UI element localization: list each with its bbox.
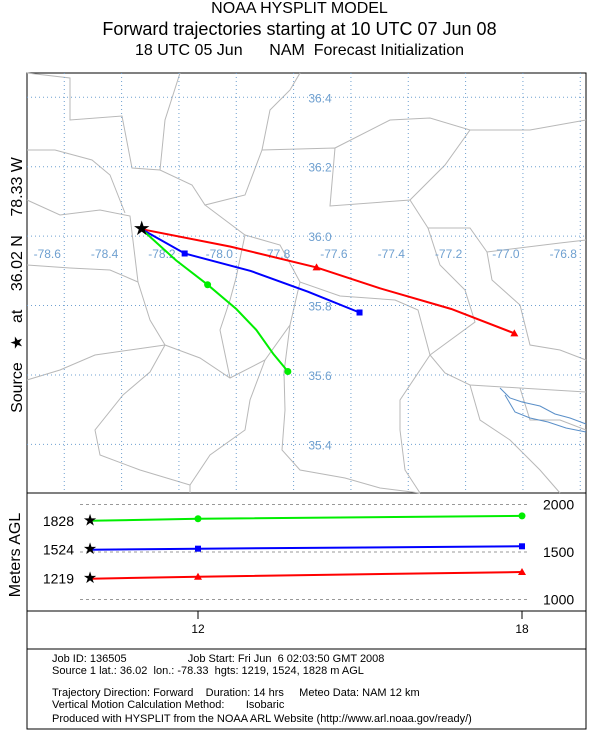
time-axis-frame (26, 610, 587, 650)
blue-square-marker (181, 250, 188, 257)
info-source-line: Source 1 lat.: 36.02 lon.: -78.33 hgts: … (52, 665, 364, 677)
map-frame (26, 72, 587, 494)
longitude-tick-label: -77.2 (435, 247, 463, 261)
start-height-labels: 1828 1524 1219 (43, 513, 74, 587)
source-location-label: Source ★ at 36.02 N 78.33 W (9, 156, 26, 413)
latitude-tick-label: 36.4 (308, 91, 332, 105)
green-height-line (89, 514, 523, 522)
longitude-tick-label: -78.2 (148, 247, 176, 261)
latitude-tick-label: 36.0 (308, 230, 332, 244)
trajectory-lines (141, 228, 515, 373)
meters-agl-label: Meters AGL (7, 513, 24, 598)
red-triangle-marker (518, 567, 526, 575)
height-tick-labels: 2000 1500 1000 (543, 497, 574, 608)
meters-agl-text: Meters AGL (7, 513, 24, 598)
longitude-tick-label: -76.8 (550, 247, 578, 261)
height-gridlines (80, 504, 530, 600)
chart-subtitle: 18 UTC 05 Jun NAM Forecast Initializatio… (134, 42, 464, 59)
start-star-icon: ★ (83, 512, 97, 529)
longitude-labels: -78.6 -78.4 -78.2 -78.0 -77.8 -77.6 -77.4 -77.2… (34, 247, 578, 261)
green-trajectory-line (141, 228, 289, 373)
height-profile-markers (194, 512, 526, 580)
longitude-tick-label: -78.0 (206, 247, 234, 261)
latitude-tick-label: 35.6 (308, 369, 332, 383)
start-star-icons: ★ ★ ★ (83, 512, 97, 587)
blue-square-marker (519, 543, 525, 550)
green-circle-marker (194, 515, 202, 523)
source-star-icon: ★ (9, 335, 26, 349)
blue-height-line (89, 545, 523, 551)
coastline (499, 387, 587, 433)
red-height-line (89, 571, 523, 580)
green-circle-marker (518, 512, 526, 520)
svg-text:Source ★ at: Source ★ at 36.02 N 78.33 W (9, 156, 26, 413)
info-produced-line: Produced with HYSPLIT from the NOAA ARL … (52, 713, 472, 725)
model-title: NOAA HYSPLIT MODEL (211, 0, 388, 17)
source-star-icon: ★ (133, 218, 151, 240)
time-tick-label: 18 (515, 622, 529, 636)
chart-title: Forward trajectories starting at 10 UTC … (102, 19, 497, 39)
start-height-label: 1219 (43, 571, 74, 587)
info-frame (26, 648, 587, 730)
time-axis: 12 18 (191, 611, 529, 636)
county-boundaries (26, 72, 587, 494)
longitude-tick-label: -77.4 (378, 247, 406, 261)
height-profile-lines (89, 514, 523, 580)
info-direction-line: Trajectory Direction: Forward Duration: … (52, 687, 420, 699)
latitude-labels: 36.4 36.2 36.0 35.8 35.6 35.4 (308, 91, 332, 452)
source-label: Source (9, 362, 26, 413)
longitude-tick-label: -77.0 (492, 247, 520, 261)
blue-square-marker (195, 545, 201, 552)
start-height-label: 1828 (43, 513, 74, 529)
height-tick-label: 2000 (543, 497, 574, 513)
blue-trajectory-line (141, 228, 360, 314)
source-lat-label: 36.02 N (9, 235, 26, 291)
height-tick-label: 1500 (543, 544, 574, 560)
red-triangle-marker (510, 329, 519, 337)
red-triangle-marker (312, 263, 321, 271)
green-circle-marker (204, 281, 212, 289)
start-height-label: 1524 (43, 542, 74, 558)
latitude-tick-label: 36.2 (308, 161, 332, 175)
start-star-icon: ★ (83, 541, 97, 558)
longitude-tick-label: -77.6 (320, 247, 348, 261)
lat-lon-grid (27, 73, 586, 493)
height-tick-label: 1000 (543, 592, 574, 608)
at-label: at (9, 309, 26, 323)
info-job-line: Job ID: 136505 Job Start: Fri Jun 6 02:0… (52, 653, 385, 665)
start-star-icon: ★ (83, 570, 97, 587)
longitude-tick-label: -78.6 (34, 247, 62, 261)
red-trajectory-line (141, 228, 515, 335)
info-vertical-motion-line: Vertical Motion Calculation Method: Isob… (52, 699, 285, 711)
green-circle-marker (284, 368, 292, 376)
source-lon-label: 78.33 W (9, 156, 26, 216)
longitude-tick-label: -78.4 (91, 247, 119, 261)
time-tick-label: 12 (191, 622, 205, 636)
longitude-tick-label: -77.8 (263, 247, 291, 261)
trajectory-markers (181, 250, 519, 376)
latitude-tick-label: 35.4 (308, 438, 332, 452)
blue-square-marker (356, 309, 363, 316)
latitude-tick-label: 35.8 (308, 300, 332, 314)
red-triangle-marker (194, 572, 202, 580)
